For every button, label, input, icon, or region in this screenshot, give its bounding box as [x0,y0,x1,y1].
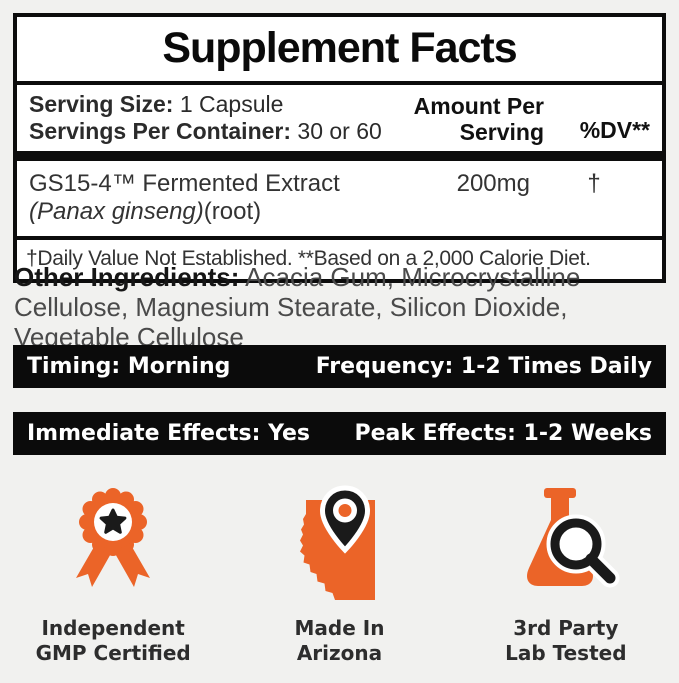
lab-tested-label: 3rd Party Lab Tested [505,616,626,666]
ingredient-name: GS15-4™ Fermented Extract (Panax ginseng… [29,170,398,226]
ingredient-name-line1: GS15-4™ Fermented Extract [29,170,340,198]
lab-tested-label-line2: Lab Tested [505,641,627,665]
lab-tested-label-line1: 3rd Party [513,616,619,640]
panel-title: Supplement Facts [162,24,517,72]
ingredient-dv-dagger: † [587,170,601,198]
ingredient-latin-name: (Panax ginseng) [29,198,204,226]
amount-per-serving-header: Amount Per Serving [394,93,544,145]
gmp-certified-label: Independent GMP Certified [36,616,191,666]
lab-tested-badge: 3rd Party Lab Tested [453,482,679,666]
footnote-divider [17,236,662,241]
gmp-label-line2: GMP Certified [35,641,191,665]
award-ribbon-icon [63,482,163,604]
ingredient-row: GS15-4™ Fermented Extract (Panax ginseng… [17,161,662,236]
ingredient-plant-part: (root) [203,198,262,226]
footnote: †Daily Value Not Established. **Based on… [26,247,591,271]
trust-badges-row: Independent GMP Certified Made In Arizon… [0,482,679,666]
supplement-facts-panel: Supplement Facts Serving Size: 1 Capsule… [13,13,666,284]
other-ingredients: Other Ingredients: Acacia Gum, Microcrys… [14,262,662,352]
serving-info: Serving Size: 1 Capsule Servings Per Con… [29,91,394,145]
other-ingredients-label: Other Ingredients: [14,262,240,292]
serving-size-label: Serving Size: [29,91,174,118]
ingredient-amount: 200mg [456,170,530,198]
made-in-arizona-badge: Made In Arizona [226,482,452,666]
serving-size-line: Serving Size: 1 Capsule [29,91,394,118]
amount-header-line1: Amount Per [413,93,544,120]
dv-header: %DV** [579,117,650,144]
effects-bar: Immediate Effects: Yes Peak Effects: 1-2… [13,412,666,455]
gmp-certified-badge: Independent GMP Certified [0,482,226,666]
serving-info-section: Serving Size: 1 Capsule Servings Per Con… [17,85,662,151]
header-thick-divider [17,151,662,162]
arizona-state-pin-icon [287,482,391,604]
immediate-effects-text: Immediate Effects: Yes [27,421,310,446]
arizona-label-line1: Made In [294,616,385,640]
flask-magnifier-icon [510,482,622,604]
timing-frequency-bar: Timing: Morning Frequency: 1-2 Times Dai… [13,345,666,388]
arizona-label-line2: Arizona [296,641,383,665]
made-in-arizona-label: Made In Arizona [295,616,385,666]
servings-per-container-label: Servings Per Container: [29,118,292,145]
serving-size-value: 1 Capsule [179,91,284,118]
gmp-label-line1: Independent [41,616,185,640]
frequency-text: Frequency: 1-2 Times Daily [315,354,652,379]
peak-effects-text: Peak Effects: 1-2 Weeks [354,421,652,446]
servings-per-container-value: 30 or 60 [297,118,382,145]
amount-header-line2: Serving [459,119,544,146]
title-divider [17,81,662,86]
servings-per-container-line: Servings Per Container: 30 or 60 [29,118,394,145]
ingredient-name-line2: (Panax ginseng)(root) [29,198,398,226]
timing-text: Timing: Morning [27,354,231,379]
